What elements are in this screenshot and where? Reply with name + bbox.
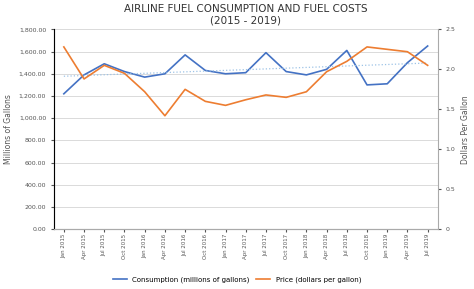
Consumption (millions of gallons) xyxy=(202,69,208,72)
Consumption (millions of gallons) xyxy=(303,73,309,77)
Price (dollars per gallon) xyxy=(384,48,390,51)
Consumption (millions of gallons) xyxy=(405,61,410,64)
Line: Price (dollars per gallon): Price (dollars per gallon) xyxy=(64,47,428,116)
Consumption (millions of gallons) xyxy=(223,72,228,75)
Price (dollars per gallon) xyxy=(405,50,410,53)
Price (dollars per gallon) xyxy=(344,60,350,63)
Consumption (millions of gallons) xyxy=(384,82,390,86)
Price (dollars per gallon) xyxy=(303,90,309,93)
Consumption (millions of gallons) xyxy=(344,49,350,52)
Price (dollars per gallon) xyxy=(324,70,329,73)
Consumption (millions of gallons) xyxy=(61,92,67,96)
Price (dollars per gallon) xyxy=(142,90,147,93)
Price (dollars per gallon) xyxy=(81,77,87,81)
Price (dollars per gallon) xyxy=(162,114,168,118)
Title: AIRLINE FUEL CONSUMPTION AND FUEL COSTS
(2015 - 2019): AIRLINE FUEL CONSUMPTION AND FUEL COSTS … xyxy=(124,4,367,26)
Price (dollars per gallon) xyxy=(61,45,67,49)
Price (dollars per gallon) xyxy=(202,100,208,103)
Consumption (millions of gallons) xyxy=(263,51,269,54)
Consumption (millions of gallons) xyxy=(162,72,168,75)
Legend: Consumption (millions of gallons), Price (dollars per gallon): Consumption (millions of gallons), Price… xyxy=(110,273,364,286)
Price (dollars per gallon) xyxy=(223,104,228,107)
Price (dollars per gallon) xyxy=(122,72,128,75)
Consumption (millions of gallons) xyxy=(364,83,370,87)
Y-axis label: Dollars Per Gallon: Dollars Per Gallon xyxy=(461,95,470,164)
Consumption (millions of gallons) xyxy=(122,70,128,73)
Consumption (millions of gallons) xyxy=(81,73,87,77)
Price (dollars per gallon) xyxy=(425,64,430,67)
Price (dollars per gallon) xyxy=(283,96,289,99)
Price (dollars per gallon) xyxy=(243,98,248,101)
Consumption (millions of gallons) xyxy=(142,75,147,79)
Consumption (millions of gallons) xyxy=(182,53,188,57)
Consumption (millions of gallons) xyxy=(425,44,430,48)
Y-axis label: Millions of Gallons: Millions of Gallons xyxy=(4,95,13,164)
Consumption (millions of gallons) xyxy=(324,68,329,71)
Consumption (millions of gallons) xyxy=(243,71,248,74)
Price (dollars per gallon) xyxy=(101,64,107,67)
Line: Consumption (millions of gallons): Consumption (millions of gallons) xyxy=(64,46,428,94)
Consumption (millions of gallons) xyxy=(283,70,289,73)
Price (dollars per gallon) xyxy=(364,45,370,49)
Price (dollars per gallon) xyxy=(263,93,269,97)
Price (dollars per gallon) xyxy=(182,88,188,91)
Consumption (millions of gallons) xyxy=(101,62,107,66)
